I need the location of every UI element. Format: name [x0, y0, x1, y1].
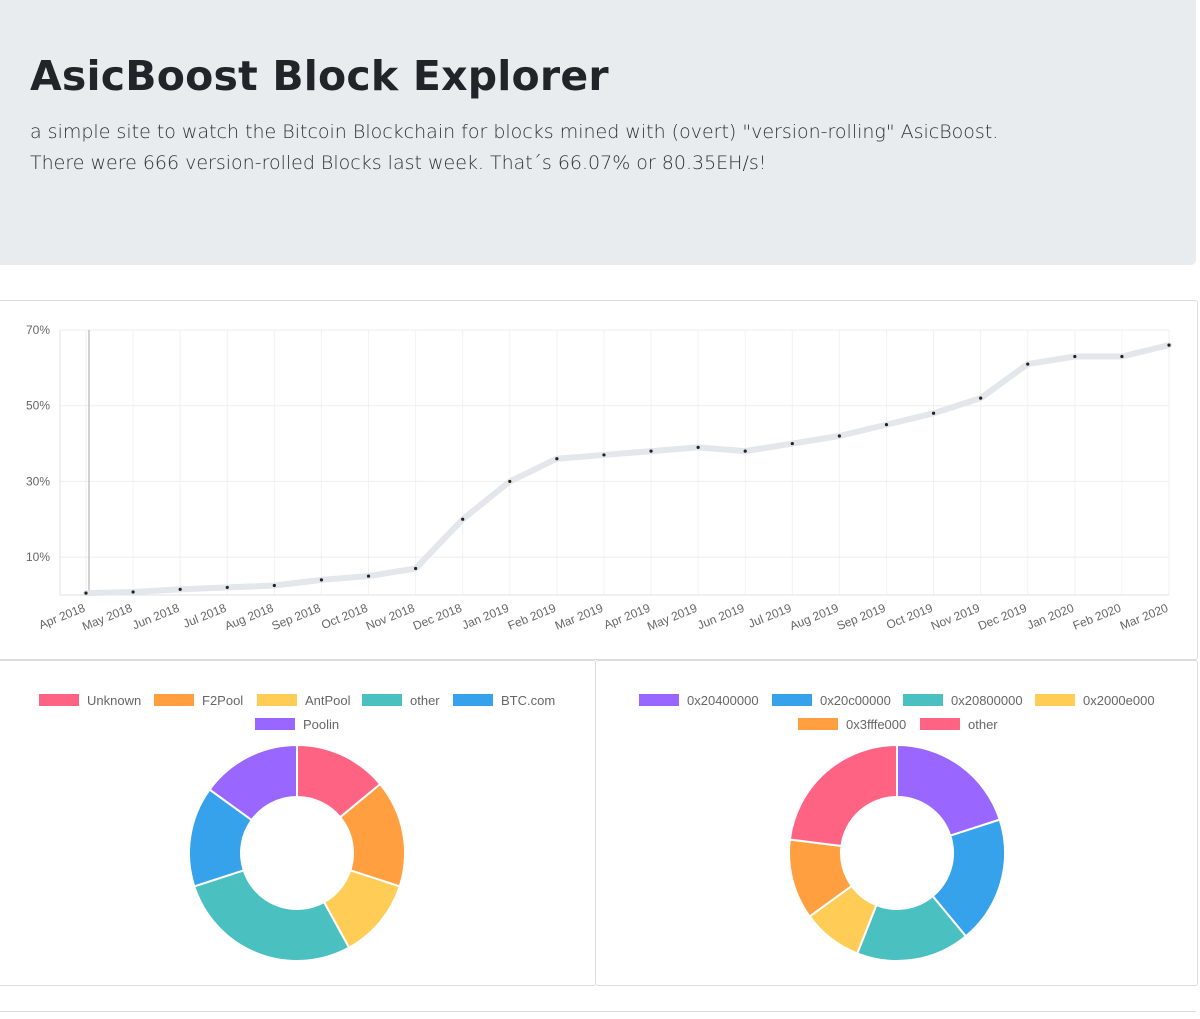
legend-swatch[interactable]	[798, 718, 838, 730]
site-description: a simple site to watch the Bitcoin Block…	[30, 121, 999, 143]
x-tick-label: Mar 2019	[553, 601, 606, 633]
legend-label[interactable]: 0x20400000	[687, 693, 759, 708]
y-tick-label: 50%	[26, 399, 50, 413]
version-distribution-card: 0x20400000 0x20c00000 0x20800000 0x2000e000…	[595, 660, 1198, 986]
series-line[interactable]	[83, 342, 1172, 597]
version-distribution-chart[interactable]: 0x20400000 0x20c00000 0x20800000 0x2000e000…	[596, 661, 1197, 985]
series-point[interactable]	[272, 583, 276, 588]
header-banner: AsicBoost Block Explorer a simple site t…	[0, 0, 1196, 265]
pool-distribution-card: Unknown F2Pool AntPool other BTC.com Poolin	[0, 660, 596, 986]
x-tick-label: Oct 2018	[319, 601, 370, 632]
series-point[interactable]	[555, 457, 559, 461]
weekly-stats: There were 666 version-rolled Blocks las…	[30, 152, 767, 174]
pie-slice[interactable]	[788, 743, 898, 848]
legend-label[interactable]: 0x2000e000	[1083, 693, 1155, 708]
x-tick-label: Dec 2019	[976, 601, 1029, 633]
legend-label[interactable]: AntPool	[305, 693, 351, 708]
legend-label[interactable]: F2Pool	[202, 693, 243, 708]
x-tick-label: Feb 2020	[1071, 601, 1124, 633]
legend-label[interactable]: Poolin	[303, 717, 339, 732]
pool-distribution-chart[interactable]: Unknown F2Pool AntPool other BTC.com Poolin	[0, 661, 596, 985]
x-tick-label: Sep 2018	[270, 601, 323, 633]
x-tick-label: Jan 2019	[460, 601, 511, 633]
series-point[interactable]	[461, 517, 465, 521]
series-point[interactable]	[931, 411, 936, 415]
legend-swatch[interactable]	[257, 694, 297, 706]
x-tick-label: Nov 2019	[929, 601, 982, 633]
series-point[interactable]	[508, 479, 512, 484]
legend-swatch[interactable]	[362, 694, 402, 706]
x-tick-label: Feb 2019	[506, 601, 559, 633]
series-point[interactable]	[225, 585, 229, 590]
series-point[interactable]	[837, 434, 841, 438]
series-point[interactable]	[1167, 343, 1171, 347]
series-point[interactable]	[790, 441, 794, 446]
legend-label[interactable]: Unknown	[87, 693, 141, 708]
y-tick-label: 30%	[26, 474, 50, 488]
x-tick-label: Dec 2018	[411, 601, 464, 633]
legend-swatch[interactable]	[903, 694, 943, 706]
legend-label[interactable]: BTC.com	[501, 693, 555, 708]
x-tick-label: Jan 2020	[1025, 601, 1076, 633]
legend-swatch[interactable]	[920, 718, 960, 730]
x-tick-label: May 2018	[80, 601, 134, 634]
x-tick-label: Apr 2018	[37, 601, 88, 632]
y-tick-label: 70%	[26, 323, 50, 337]
series-point[interactable]	[1120, 354, 1124, 359]
series-point[interactable]	[414, 566, 418, 571]
pie-slice[interactable]	[896, 743, 1001, 837]
series-point[interactable]	[1073, 354, 1077, 359]
legend-label[interactable]: 0x20800000	[951, 693, 1023, 708]
x-tick-label: Sep 2019	[835, 601, 888, 633]
legend-swatch[interactable]	[39, 694, 79, 706]
series-point[interactable]	[884, 423, 889, 427]
series-point[interactable]	[602, 453, 606, 457]
series-point[interactable]	[319, 578, 324, 582]
x-tick-label: Aug 2018	[223, 601, 276, 633]
series-point[interactable]	[178, 587, 182, 591]
series-point[interactable]	[979, 396, 983, 400]
next-card-edge	[0, 1011, 1196, 1012]
x-tick-label: Jun 2019	[695, 601, 746, 633]
x-tick-label: Nov 2018	[364, 601, 417, 633]
series-point[interactable]	[84, 591, 88, 595]
series-point[interactable]	[131, 590, 135, 594]
legend-swatch[interactable]	[453, 694, 493, 706]
x-tick-label: Jul 2019	[746, 601, 794, 631]
legend-label[interactable]: other	[410, 693, 440, 708]
legend-label[interactable]: other	[968, 717, 998, 732]
legend-swatch[interactable]	[639, 694, 679, 706]
x-tick-label: Jul 2018	[181, 601, 229, 631]
pie-slice[interactable]	[193, 869, 351, 962]
x-tick-label: Mar 2020	[1118, 601, 1171, 633]
y-tick-label: 10%	[26, 550, 50, 564]
legend-swatch[interactable]	[772, 694, 812, 706]
share-over-time-card: 10% 30% 50% 70% Apr 2018 May 2018 Jun 2018 Jul …	[0, 300, 1198, 660]
legend-swatch[interactable]	[154, 694, 194, 706]
x-tick-label: Apr 2019	[602, 601, 653, 632]
x-tick-label: May 2019	[645, 601, 699, 634]
x-tick-label: Aug 2019	[788, 601, 841, 633]
legend-swatch[interactable]	[1035, 694, 1075, 706]
legend-swatch[interactable]	[255, 718, 295, 730]
series-point[interactable]	[649, 449, 653, 453]
page-title: AsicBoost Block Explorer	[30, 52, 609, 100]
series-point[interactable]	[1026, 362, 1030, 366]
series-point[interactable]	[696, 445, 700, 449]
x-tick-label: Jun 2018	[130, 601, 181, 633]
x-tick-label: Oct 2019	[884, 601, 935, 632]
series-point[interactable]	[366, 574, 371, 578]
pie-slice[interactable]	[208, 743, 298, 822]
legend-label[interactable]: 0x3fffe000	[846, 717, 906, 732]
series-point[interactable]	[743, 449, 747, 453]
legend-label[interactable]: 0x20c00000	[820, 693, 891, 708]
